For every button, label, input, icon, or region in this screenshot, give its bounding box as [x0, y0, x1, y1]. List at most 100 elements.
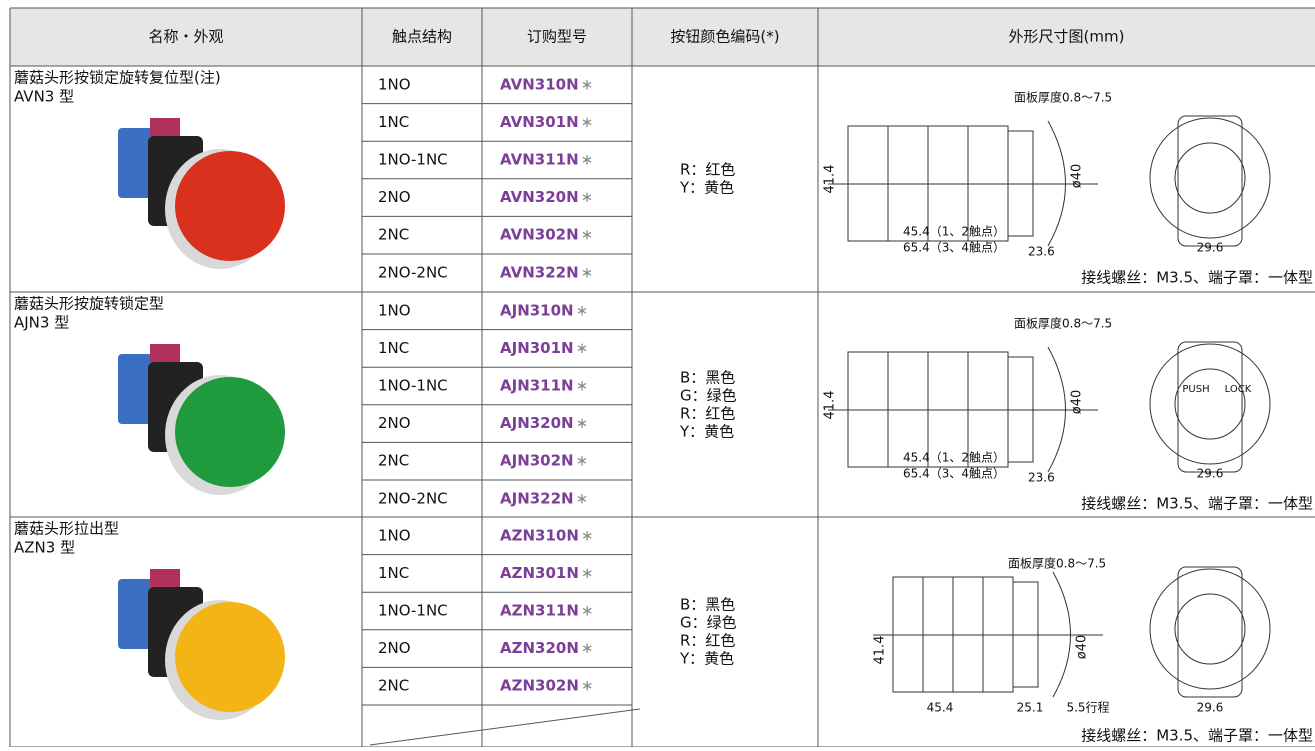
color-code: Y：黄色	[679, 423, 734, 441]
order-model: AJN310N	[500, 301, 574, 319]
dimension-label: 29.6	[1197, 467, 1224, 481]
dimension-label: 面板厚度0.8～7.5	[1014, 316, 1112, 331]
diagonal	[369, 708, 641, 746]
contact-type: 1NO-1NC	[378, 377, 448, 395]
product-series: AVN3 型	[14, 88, 74, 106]
wiring-note: 接线螺丝：M3.5、端子罩：一体型	[1081, 495, 1313, 513]
contact-type: 1NC	[378, 564, 409, 582]
photo-clip	[150, 344, 180, 362]
order-model: AJN302N	[500, 452, 574, 470]
dimension-label: 45.4	[927, 701, 954, 715]
color-code: Y：黄色	[679, 650, 734, 668]
color-code: Y：黄色	[679, 179, 734, 197]
contact-type: 2NC	[378, 677, 409, 695]
contact-type: 2NC	[378, 452, 409, 470]
dimension-label: 45.4（1、2触点）	[903, 225, 1005, 239]
color-code: B：黑色	[680, 596, 735, 614]
sketch-dial-inner	[1174, 593, 1246, 665]
photo-clip	[150, 569, 180, 587]
model-suffix: ∗	[576, 414, 589, 432]
dimension-label: 41.4	[873, 636, 888, 665]
model-suffix: ∗	[576, 301, 589, 319]
photo-cap	[175, 377, 285, 487]
sketch-dial-inner	[1174, 142, 1246, 214]
dimension-label: 65.4（3、4触点）	[903, 241, 1005, 255]
dimension-label: LOCK	[1225, 384, 1252, 395]
header-cell: 名称・外观	[148, 28, 223, 46]
dimension-label: 25.1	[1017, 701, 1044, 715]
order-model: AZN302N	[500, 677, 579, 695]
order-model: AZN320N	[500, 639, 579, 657]
sketch-dial-inner	[1174, 368, 1246, 440]
header-bg	[10, 8, 1315, 66]
color-code: G：绿色	[680, 614, 737, 632]
dimension-label: 29.6	[1197, 241, 1224, 255]
order-model: AVN311N	[500, 151, 579, 169]
order-model: AVN320N	[500, 188, 579, 206]
model-suffix: ∗	[576, 339, 589, 357]
dimension-label: ø40	[1075, 635, 1090, 660]
model-suffix: ∗	[581, 151, 594, 169]
header-cell: 外形尺寸图(mm)	[1009, 28, 1125, 46]
contact-type: 2NO-2NC	[378, 263, 448, 281]
product-name: 蘑菇头形按锁定旋转复位型(注)	[14, 69, 221, 87]
contact-type: 2NO-2NC	[378, 489, 448, 507]
sketch-dial	[1149, 568, 1271, 690]
dimension-label: 41.4	[823, 391, 838, 420]
photo-cap	[175, 602, 285, 712]
sketch-dial	[1149, 117, 1271, 239]
header-cell: 订购型号	[527, 28, 587, 46]
contact-type: 2NO	[378, 639, 411, 657]
order-model: AZN310N	[500, 526, 579, 544]
order-model: AJN322N	[500, 489, 574, 507]
order-model: AZN311N	[500, 602, 579, 620]
order-model: AZN301N	[500, 564, 579, 582]
order-model: AVN310N	[500, 75, 579, 93]
color-code: B：黑色	[680, 369, 735, 387]
sketch-front	[1177, 115, 1243, 247]
sketch-dial	[1149, 343, 1271, 465]
dimension-label: 41.4	[823, 165, 838, 194]
contact-type: 2NO	[378, 188, 411, 206]
model-suffix: ∗	[581, 639, 594, 657]
contact-type: 1NO-1NC	[378, 602, 448, 620]
color-code: G：绿色	[680, 387, 737, 405]
contact-type: 1NC	[378, 113, 409, 131]
dimension-label: 23.6	[1028, 471, 1055, 485]
dimension-label: PUSH	[1182, 384, 1209, 395]
model-suffix: ∗	[576, 377, 589, 395]
product-name: 蘑菇头形拉出型	[14, 520, 119, 538]
order-model: AJN301N	[500, 339, 574, 357]
color-code: R：红色	[680, 405, 735, 423]
header-cell: 触点结构	[392, 28, 452, 46]
color-code: R：红色	[680, 161, 735, 179]
order-model: AVN301N	[500, 113, 579, 131]
product-name: 蘑菇头形按旋转锁定型	[14, 295, 164, 313]
order-model: AJN320N	[500, 414, 574, 432]
contact-type: 1NC	[378, 339, 409, 357]
product-series: AJN3 型	[14, 314, 69, 332]
model-suffix: ∗	[576, 452, 589, 470]
model-suffix: ∗	[581, 188, 594, 206]
dimension-label: 23.6	[1028, 245, 1055, 259]
dimension-label: ø40	[1070, 390, 1085, 415]
dimension-label: 65.4（3、4触点）	[903, 467, 1005, 481]
contact-type: 1NO	[378, 75, 411, 93]
contact-type: 2NO	[378, 414, 411, 432]
order-model: AVN322N	[500, 263, 579, 281]
dimension-label: 面板厚度0.8～7.5	[1014, 90, 1112, 105]
model-suffix: ∗	[581, 226, 594, 244]
contact-type: 2NC	[378, 226, 409, 244]
model-suffix: ∗	[581, 263, 594, 281]
sketch-front	[1177, 566, 1243, 698]
order-model: AVN302N	[500, 226, 579, 244]
dimension-label: 29.6	[1197, 701, 1224, 715]
model-suffix: ∗	[581, 677, 594, 695]
wiring-note: 接线螺丝：M3.5、端子罩：一体型	[1081, 727, 1313, 745]
model-suffix: ∗	[576, 489, 589, 507]
model-suffix: ∗	[581, 602, 594, 620]
sketch-front	[1177, 341, 1243, 473]
product-series: AZN3 型	[14, 539, 75, 557]
contact-type: 1NO-1NC	[378, 151, 448, 169]
model-suffix: ∗	[581, 526, 594, 544]
